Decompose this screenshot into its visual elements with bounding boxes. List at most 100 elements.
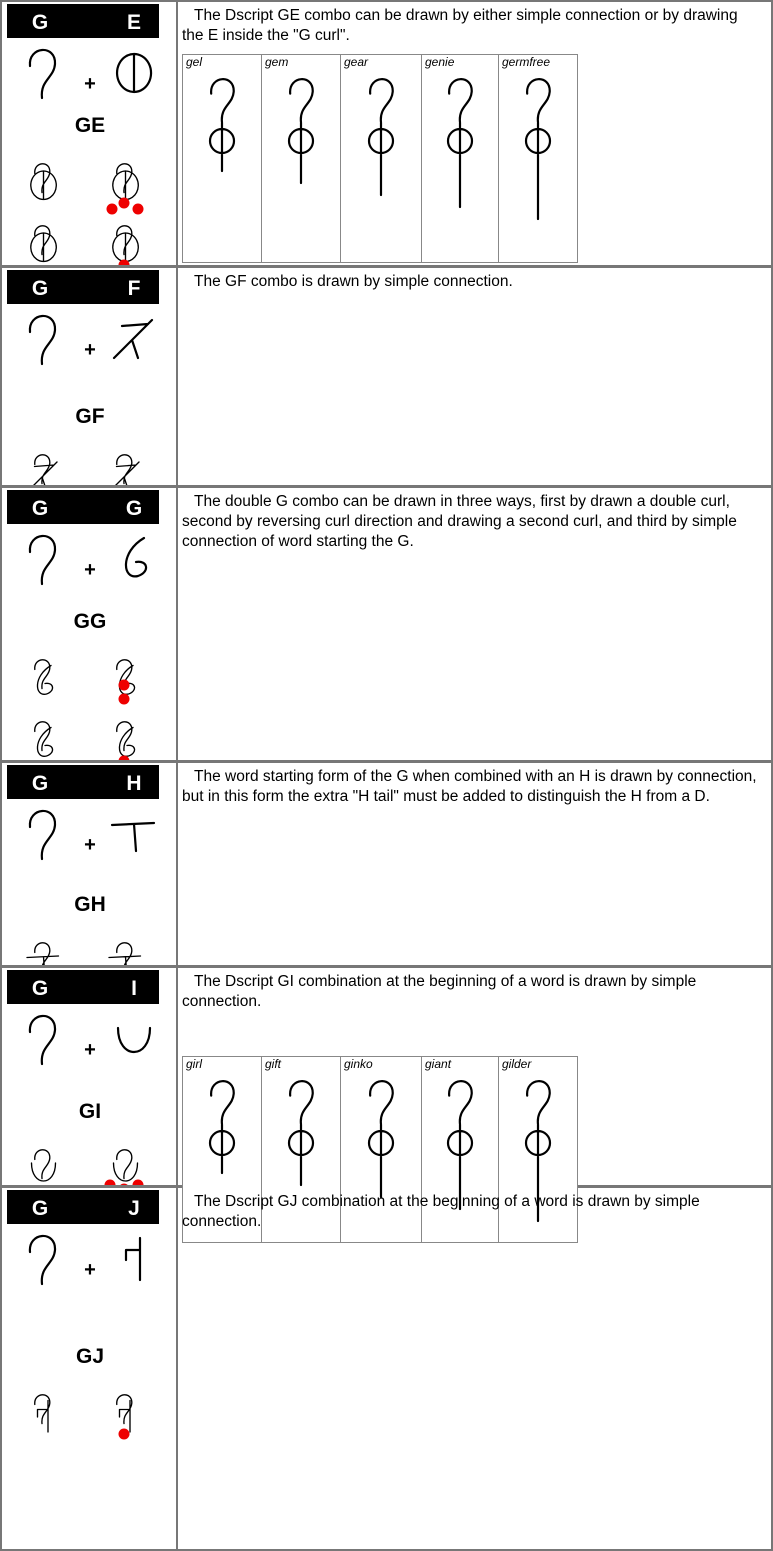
combo-glyph [34, 1394, 51, 1433]
combo-glyph [27, 454, 58, 492]
combo-label: GH [74, 893, 106, 916]
glyph-cell: G J + GJ [2, 1188, 178, 1549]
table-row: G F + GF The GF combo is drawn by simple con… [2, 268, 771, 500]
g-glyph [28, 809, 57, 861]
description: The word starting form of the G when com… [182, 768, 757, 805]
glyph-illustration: G H+GH [7, 765, 159, 988]
example-glyph [524, 1080, 552, 1223]
g-glyph [28, 1014, 57, 1066]
example-glyph [446, 78, 474, 209]
combo-label: GI [79, 1100, 101, 1123]
combo-glyph [30, 1149, 57, 1182]
table-row: G E + GE The Dscript GE combo can be drawn b… [2, 2, 771, 271]
letter: G [32, 772, 48, 795]
g-glyph [28, 314, 57, 366]
description: The double G combo can be drawn in three… [182, 493, 737, 550]
second-glyph [124, 536, 148, 578]
example-cell: ginko [341, 1057, 422, 1242]
g-glyph [28, 48, 57, 100]
example-word: gilder [502, 1057, 532, 1071]
glyph-cell: G E + GE [2, 2, 178, 271]
combo-glyph [109, 454, 140, 492]
second-glyph [124, 1236, 142, 1282]
combo-glyph [116, 1394, 133, 1433]
glyph-illustration: G G+GG [7, 490, 159, 829]
glyph-illustration: G F+GF [7, 270, 159, 500]
example-stroke [446, 1080, 474, 1211]
example-glyph [367, 78, 395, 197]
example-glyph [287, 78, 315, 185]
example-stroke [367, 78, 395, 197]
combo-glyph [112, 163, 139, 201]
plus: + [84, 559, 96, 581]
letter: E [127, 11, 141, 34]
description: The GF combo is drawn by simple connecti… [194, 273, 513, 290]
glyph-illustration: G I+GI [7, 970, 159, 1195]
example-cell: gear [341, 55, 422, 262]
example-word: girl [186, 1057, 203, 1071]
table-row: G I + GI The Dscript GI combination at the b… [2, 968, 771, 1243]
letter: G [32, 11, 48, 34]
combo-glyph [30, 163, 57, 201]
letter-bar [7, 270, 159, 304]
example-stroke [446, 78, 474, 209]
example-word: giant [425, 1057, 452, 1071]
example-glyph [208, 78, 236, 173]
second-glyph [112, 318, 154, 360]
example-cell: gel [183, 55, 262, 262]
red-dot [104, 1179, 116, 1191]
combo-glyph [116, 721, 136, 757]
glyph-illustration: G J+GJ [7, 1190, 159, 1440]
table-row: G H + GH The word starting form of the G whe… [2, 763, 771, 988]
red-dot [132, 203, 144, 215]
plus: + [84, 1039, 96, 1061]
letter: H [126, 772, 141, 795]
second-glyph [115, 52, 153, 94]
example-glyph [524, 78, 552, 221]
combo-glyph [108, 942, 142, 978]
red-dot [118, 197, 130, 209]
combo-label: GJ [76, 1345, 104, 1368]
letter: I [131, 977, 137, 1000]
example-word: gel [186, 55, 203, 69]
table-row: G J + GJ The Dscript GJ combination at the b… [2, 1188, 771, 1549]
example-word: ginko [344, 1057, 373, 1071]
example-word: gear [344, 55, 369, 69]
g-glyph [28, 534, 57, 586]
example-stroke [287, 78, 315, 185]
example-stroke [524, 78, 552, 221]
example-glyph [287, 1080, 315, 1187]
letter-bar [7, 1190, 159, 1224]
example-glyph [208, 1080, 236, 1175]
letter: F [128, 277, 141, 300]
examples-box: gel gem gear genie germfree [182, 54, 578, 263]
example-glyph [367, 1080, 395, 1199]
combo-glyph [112, 1149, 139, 1182]
letter-bar [7, 490, 159, 524]
example-word: genie [425, 55, 455, 69]
combo-label: GG [74, 610, 107, 633]
example-stroke [524, 1080, 552, 1223]
example-glyph [446, 1080, 474, 1211]
example-cell: gilder [499, 1057, 577, 1242]
letter-bar [7, 4, 159, 38]
red-dot [118, 1183, 130, 1195]
combo-glyph [112, 225, 139, 263]
glyph-cell: G I + GI [2, 968, 178, 1195]
example-word: gift [265, 1057, 282, 1071]
example-cell: genie [422, 55, 499, 262]
combo-label: GE [75, 114, 105, 137]
glyph-cell: G F + GF [2, 268, 178, 500]
letter-bar [7, 970, 159, 1004]
letter: G [32, 497, 48, 520]
second-glyph [110, 821, 156, 853]
description: The Dscript GE combo can be drawn by eit… [182, 7, 738, 44]
plus: + [84, 1259, 96, 1281]
plus: + [84, 834, 96, 856]
letter: G [32, 277, 48, 300]
g-glyph [28, 1234, 57, 1286]
red-dot [106, 203, 118, 215]
glyph-cell: G H + GH [2, 763, 178, 988]
example-stroke [287, 1080, 315, 1187]
